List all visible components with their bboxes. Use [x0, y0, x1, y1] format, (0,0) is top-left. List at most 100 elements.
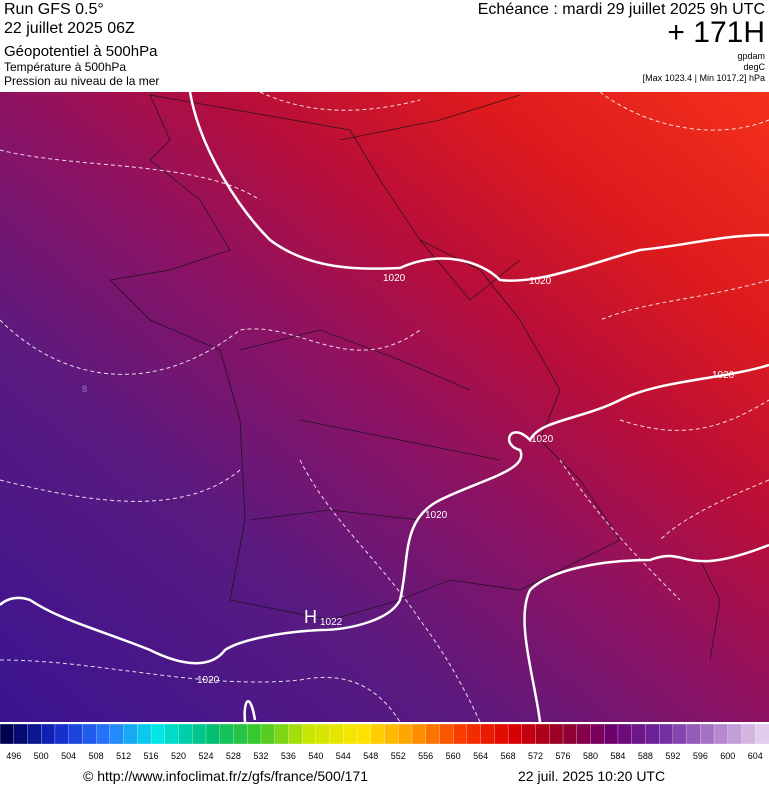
colorbar-cell [631, 723, 647, 745]
colorbar-cell [576, 723, 592, 745]
colorbar-cell [480, 723, 496, 745]
run-date: 22 juillet 2025 06Z [4, 20, 135, 37]
colorbar-cell [219, 723, 235, 745]
colorbar-cell [686, 723, 701, 745]
colorbar-label: 552 [391, 751, 406, 761]
colorbar-cell [494, 723, 509, 745]
valid-time: Echéance : mardi 29 juillet 2025 9h UTC [478, 1, 765, 18]
contour-label: 1020 [425, 510, 448, 521]
colorbar-cell [439, 723, 454, 745]
map: 1020 1020 1020 1020 1020 1020 H 1022 8 [0, 91, 769, 723]
colorbar-cell [274, 723, 290, 745]
colorbar-cell [288, 723, 303, 745]
isotherm-label: 8 [82, 384, 87, 394]
lead-time: + 171H [667, 16, 765, 49]
colorbar-cell [453, 723, 468, 745]
colorbar-label: 576 [556, 751, 571, 761]
run-title: Run GFS 0.5° [4, 1, 104, 18]
colorbar-cell [590, 723, 605, 745]
contour-label: 1020 [531, 434, 554, 445]
colorbar-cell [82, 723, 97, 745]
colorbar-cell [109, 723, 125, 745]
colorbar-label: 524 [198, 751, 213, 761]
colorbar-cell [755, 723, 769, 745]
colorbar-cell [178, 723, 193, 745]
colorbar-label: 584 [610, 751, 625, 761]
colorbar-cell [233, 723, 248, 745]
colorbar-label: 572 [528, 751, 543, 761]
colorbar-cell [507, 723, 523, 745]
colorbar-cell [68, 723, 84, 745]
colorbar-label: 532 [253, 751, 268, 761]
contour-label: 1020 [383, 273, 406, 284]
colorbar-cell [700, 723, 715, 745]
field-2: Température à 500hPa [4, 60, 126, 74]
colorbar-cell [370, 723, 386, 745]
colorbar-cell [150, 723, 166, 745]
colorbar-label: 568 [501, 751, 516, 761]
colorbar-label: 540 [308, 751, 323, 761]
colorbar-label: 600 [720, 751, 735, 761]
colorbar-cell [54, 723, 70, 745]
colorbar-cell [535, 723, 550, 745]
footer: © http://www.infoclimat.fr/z/gfs/france/… [83, 768, 665, 784]
colorbar: 496 500 504 508 512 516 520 524 528 532 536 540 544 5… [0, 723, 769, 761]
colorbar-label: 500 [34, 751, 49, 761]
colorbar-cell [604, 723, 619, 745]
field-1: Géopotentiel à 500hPa [4, 43, 158, 60]
colorbar-cell [41, 723, 56, 745]
colorbar-cell [398, 723, 413, 745]
colorbar-label: 528 [226, 751, 241, 761]
colorbar-cell [549, 723, 564, 745]
colorbar-label: 544 [336, 751, 351, 761]
colorbar-label: 504 [61, 751, 76, 761]
source-url: © http://www.infoclimat.fr/z/gfs/france/… [83, 768, 368, 784]
isotherm [0, 91, 769, 723]
high-value: 1022 [320, 617, 343, 628]
colorbar-cell [741, 723, 756, 745]
colorbar-cell [713, 723, 729, 745]
isobar [188, 91, 769, 282]
contour-label: 1020 [197, 675, 220, 686]
colorbar-cell [192, 723, 207, 745]
colorbar-cell [27, 723, 42, 745]
colorbar-cell [658, 723, 674, 745]
colorbar-cell [466, 723, 482, 745]
colorbar-cell [343, 723, 358, 745]
unit-1: gpdam [737, 51, 765, 61]
colorbar-label: 548 [363, 751, 378, 761]
colorbar-label: 580 [583, 751, 598, 761]
colorbar-label: 564 [473, 751, 488, 761]
high-marker: H [304, 607, 317, 627]
colorbar-label: 556 [418, 751, 433, 761]
colorbar-label: 516 [144, 751, 159, 761]
colorbar-label: 496 [6, 751, 21, 761]
colorbar-cell [356, 723, 372, 745]
colorbar-label: 588 [638, 751, 653, 761]
colorbar-cell [164, 723, 180, 745]
colorbar-label: 592 [665, 751, 680, 761]
isobar [0, 363, 769, 665]
colorbar-label: 604 [748, 751, 763, 761]
colorbar-cell [13, 723, 29, 745]
map-field [0, 92, 769, 722]
field-3: Pression au niveau de la mer [4, 74, 159, 88]
isobar [523, 543, 769, 723]
borders [239, 94, 721, 661]
colorbar-label: 512 [116, 751, 131, 761]
contour-label: 1020 [529, 276, 552, 287]
colorbar-label: 596 [693, 751, 708, 761]
colorbar-label: 536 [281, 751, 296, 761]
colorbar-cell [645, 723, 660, 745]
colorbar-cell [329, 723, 344, 745]
colorbar-cell [260, 723, 276, 745]
colorbar-cell [384, 723, 399, 745]
colorbar-cell [247, 723, 262, 745]
colorbar-cell [425, 723, 441, 745]
colorbar-label: 520 [171, 751, 186, 761]
colorbar-cell [562, 723, 578, 745]
contour-label: 1020 [712, 370, 735, 381]
colorbar-cell [727, 723, 743, 745]
colorbar-cell [95, 723, 111, 745]
